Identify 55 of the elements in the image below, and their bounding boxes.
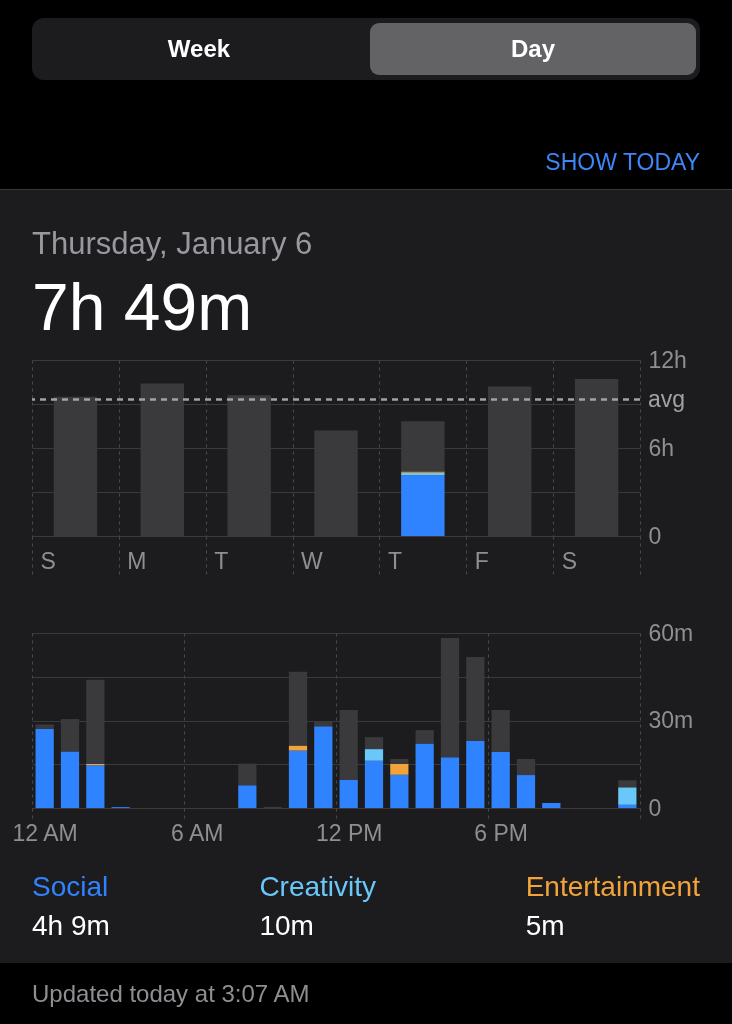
- bar: [415, 743, 434, 808]
- y-tick-label: 0: [648, 794, 662, 821]
- bar: [440, 757, 460, 808]
- x-tick-label: S: [40, 547, 56, 574]
- bar: [314, 726, 333, 808]
- x-tick-label: T: [387, 547, 402, 574]
- ref-line-label: avg: [648, 385, 686, 412]
- text: 4h 9m: [32, 910, 110, 941]
- text: Social: [32, 871, 110, 902]
- x-tick-label: M: [127, 547, 147, 574]
- text: Updated today at 3:07 AM: [32, 980, 310, 1007]
- bar: [364, 737, 384, 750]
- x-tick-label: S: [561, 547, 577, 574]
- bar: [288, 745, 308, 751]
- bar: [542, 803, 561, 808]
- bar: [60, 751, 80, 808]
- text: Entertainment: [525, 871, 700, 902]
- bar: [390, 763, 409, 775]
- bar: [618, 804, 637, 808]
- y-tick-label: 12h: [648, 346, 687, 373]
- bar: [339, 780, 358, 808]
- text: Creativity: [259, 871, 377, 902]
- x-tick-label: 6 PM: [474, 819, 529, 846]
- bar: [390, 759, 409, 764]
- x-tick-label: 6 AM: [170, 819, 224, 846]
- bar: [35, 728, 54, 808]
- bar: [364, 760, 384, 808]
- x-tick-label: 12 AM: [12, 819, 78, 846]
- bar: [401, 475, 445, 536]
- bar: [618, 780, 637, 788]
- bar: [415, 730, 434, 744]
- bar: [288, 750, 308, 808]
- x-tick-label: W: [301, 547, 324, 574]
- chart-subtitle: 7h 49m: [32, 270, 253, 344]
- x-tick-label: F: [474, 547, 489, 574]
- text: 10m: [259, 910, 315, 941]
- segmented-control: Week Day: [32, 18, 700, 80]
- bar: [491, 751, 510, 808]
- bar: [466, 740, 485, 808]
- bar: [516, 775, 536, 808]
- x-tick-label: T: [214, 547, 229, 574]
- text: SHOW TODAY: [545, 149, 700, 175]
- bar: [618, 787, 637, 805]
- y-tick-label: 30m: [648, 707, 694, 733]
- bar: [390, 774, 409, 808]
- chart-title: Thursday, January 6: [32, 226, 313, 261]
- y-tick-label: 0: [648, 522, 662, 549]
- x-tick-label: 12 PM: [315, 819, 383, 846]
- bar: [364, 749, 384, 761]
- bar: [86, 765, 105, 808]
- y-tick-label: 60m: [648, 619, 694, 646]
- y-tick-label: 6h: [648, 434, 675, 461]
- bar: [35, 724, 54, 729]
- text: 5m: [525, 910, 566, 941]
- bar: [238, 785, 257, 808]
